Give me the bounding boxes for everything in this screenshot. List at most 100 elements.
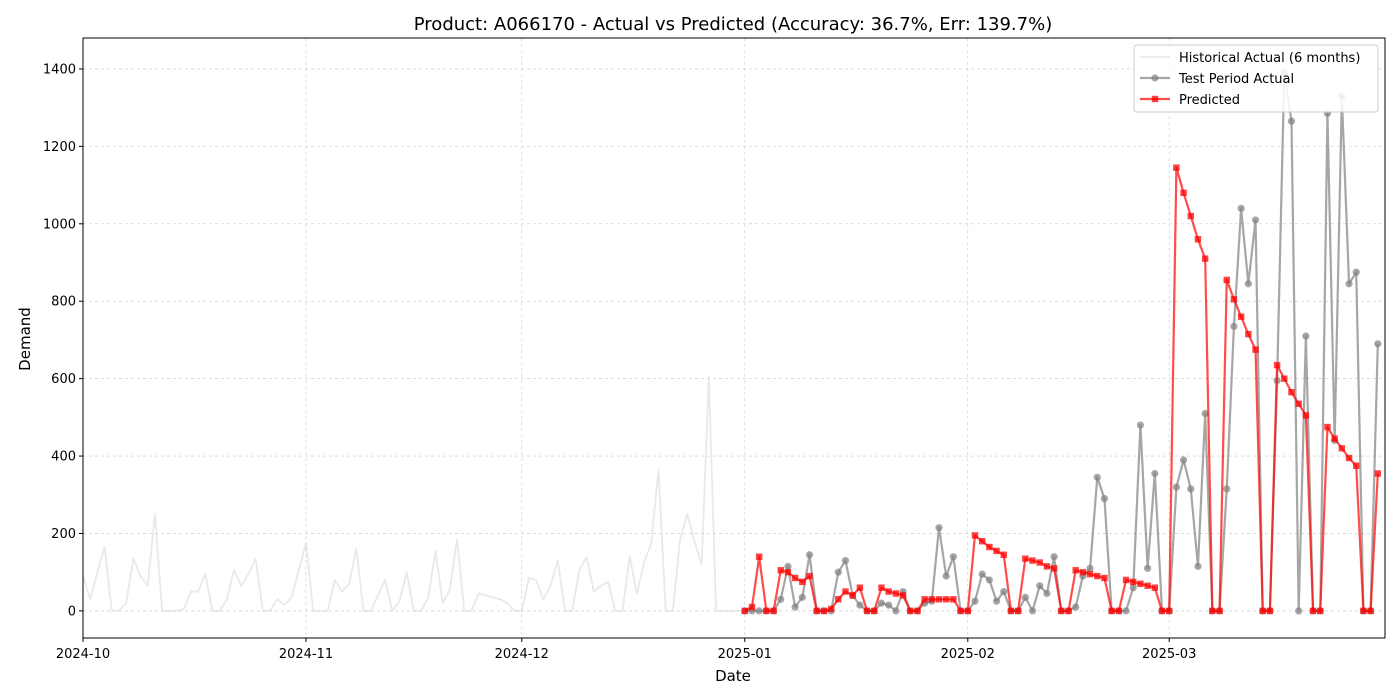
data-point bbox=[943, 596, 950, 603]
data-point bbox=[842, 588, 849, 595]
series-historical-actual-6-months bbox=[83, 375, 745, 612]
y-tick-label: 600 bbox=[51, 372, 76, 387]
data-point bbox=[1230, 322, 1238, 330]
data-point bbox=[841, 556, 850, 565]
data-point bbox=[1086, 564, 1094, 572]
data-point bbox=[763, 607, 770, 615]
data-point bbox=[1288, 388, 1295, 396]
data-point bbox=[1266, 607, 1274, 615]
y-tick-label: 0 bbox=[68, 604, 76, 619]
data-point bbox=[806, 572, 813, 580]
data-point bbox=[1043, 563, 1051, 570]
data-point bbox=[935, 596, 943, 603]
data-point bbox=[877, 599, 886, 607]
data-point bbox=[1360, 607, 1367, 615]
data-point bbox=[1022, 555, 1029, 562]
data-point bbox=[856, 584, 864, 591]
data-point bbox=[1302, 412, 1310, 419]
data-point bbox=[878, 584, 885, 591]
data-point bbox=[885, 601, 893, 609]
data-point bbox=[935, 524, 943, 532]
data-point bbox=[1000, 551, 1007, 558]
data-point bbox=[1108, 607, 1115, 615]
data-point bbox=[1345, 280, 1353, 288]
x-tick-label: 2025-03 bbox=[1142, 647, 1196, 662]
x-tick-label: 2025-02 bbox=[941, 647, 995, 662]
data-point bbox=[1201, 255, 1209, 262]
data-point bbox=[1050, 565, 1058, 572]
data-point bbox=[827, 605, 835, 613]
data-point bbox=[1165, 607, 1173, 615]
y-tick-label: 1200 bbox=[43, 140, 76, 155]
legend-marker bbox=[1151, 74, 1159, 82]
data-point bbox=[1144, 564, 1152, 572]
legend-label: Predicted bbox=[1179, 93, 1240, 108]
data-point bbox=[1302, 332, 1310, 340]
data-point bbox=[1367, 607, 1374, 615]
series-line bbox=[744, 166, 1379, 613]
series-predicted bbox=[741, 164, 1382, 615]
data-point bbox=[899, 592, 907, 599]
data-point bbox=[777, 595, 785, 603]
data-point bbox=[1352, 268, 1360, 276]
data-point bbox=[892, 607, 900, 615]
data-point bbox=[971, 532, 979, 539]
data-point bbox=[791, 603, 799, 611]
y-tick-label: 1400 bbox=[43, 62, 76, 77]
data-point bbox=[1065, 607, 1072, 615]
data-point bbox=[1050, 553, 1058, 561]
data-point bbox=[1094, 572, 1101, 580]
data-point bbox=[1353, 462, 1360, 469]
data-point bbox=[1179, 456, 1188, 464]
data-point bbox=[799, 578, 806, 586]
data-point bbox=[892, 590, 900, 597]
data-point bbox=[1173, 164, 1180, 171]
data-point bbox=[1187, 212, 1194, 220]
series-line bbox=[83, 375, 745, 612]
data-point bbox=[1172, 483, 1180, 491]
data-point bbox=[1209, 607, 1216, 615]
data-point bbox=[755, 553, 763, 560]
data-point bbox=[949, 553, 957, 561]
data-point bbox=[1115, 607, 1123, 615]
data-point bbox=[1043, 589, 1051, 598]
data-point bbox=[1295, 400, 1302, 408]
data-point bbox=[1122, 576, 1130, 584]
data-point bbox=[1245, 330, 1252, 338]
data-point bbox=[1223, 276, 1230, 284]
data-point bbox=[1093, 473, 1101, 481]
legend-label: Test Period Actual bbox=[1178, 72, 1294, 87]
data-point bbox=[1374, 340, 1382, 348]
data-point bbox=[964, 607, 971, 615]
data-point bbox=[791, 574, 799, 582]
data-point bbox=[1187, 485, 1195, 493]
plot-frame bbox=[82, 37, 1386, 639]
data-point bbox=[885, 588, 892, 595]
data-point bbox=[971, 597, 979, 605]
data-point bbox=[863, 607, 871, 615]
data-point bbox=[1072, 603, 1080, 611]
data-point bbox=[784, 562, 792, 570]
data-point bbox=[1007, 607, 1015, 615]
x-axis-label: Date bbox=[715, 667, 751, 685]
data-point bbox=[834, 568, 842, 576]
data-point bbox=[1251, 216, 1260, 224]
data-point bbox=[1137, 580, 1144, 588]
data-point bbox=[1345, 454, 1353, 462]
data-point bbox=[1101, 574, 1108, 582]
y-tick-label: 1000 bbox=[43, 217, 76, 232]
data-point bbox=[1086, 570, 1094, 578]
data-point bbox=[755, 607, 763, 615]
data-point bbox=[1194, 562, 1202, 570]
legend-box bbox=[1133, 44, 1379, 113]
data-point bbox=[777, 567, 784, 574]
data-point bbox=[1028, 607, 1037, 615]
data-point bbox=[784, 568, 792, 576]
data-point bbox=[741, 607, 748, 615]
data-point bbox=[1130, 578, 1137, 586]
data-point bbox=[921, 596, 928, 603]
data-point bbox=[1237, 313, 1245, 320]
data-point bbox=[813, 607, 820, 615]
data-point bbox=[1216, 607, 1223, 615]
data-point bbox=[1201, 409, 1209, 418]
